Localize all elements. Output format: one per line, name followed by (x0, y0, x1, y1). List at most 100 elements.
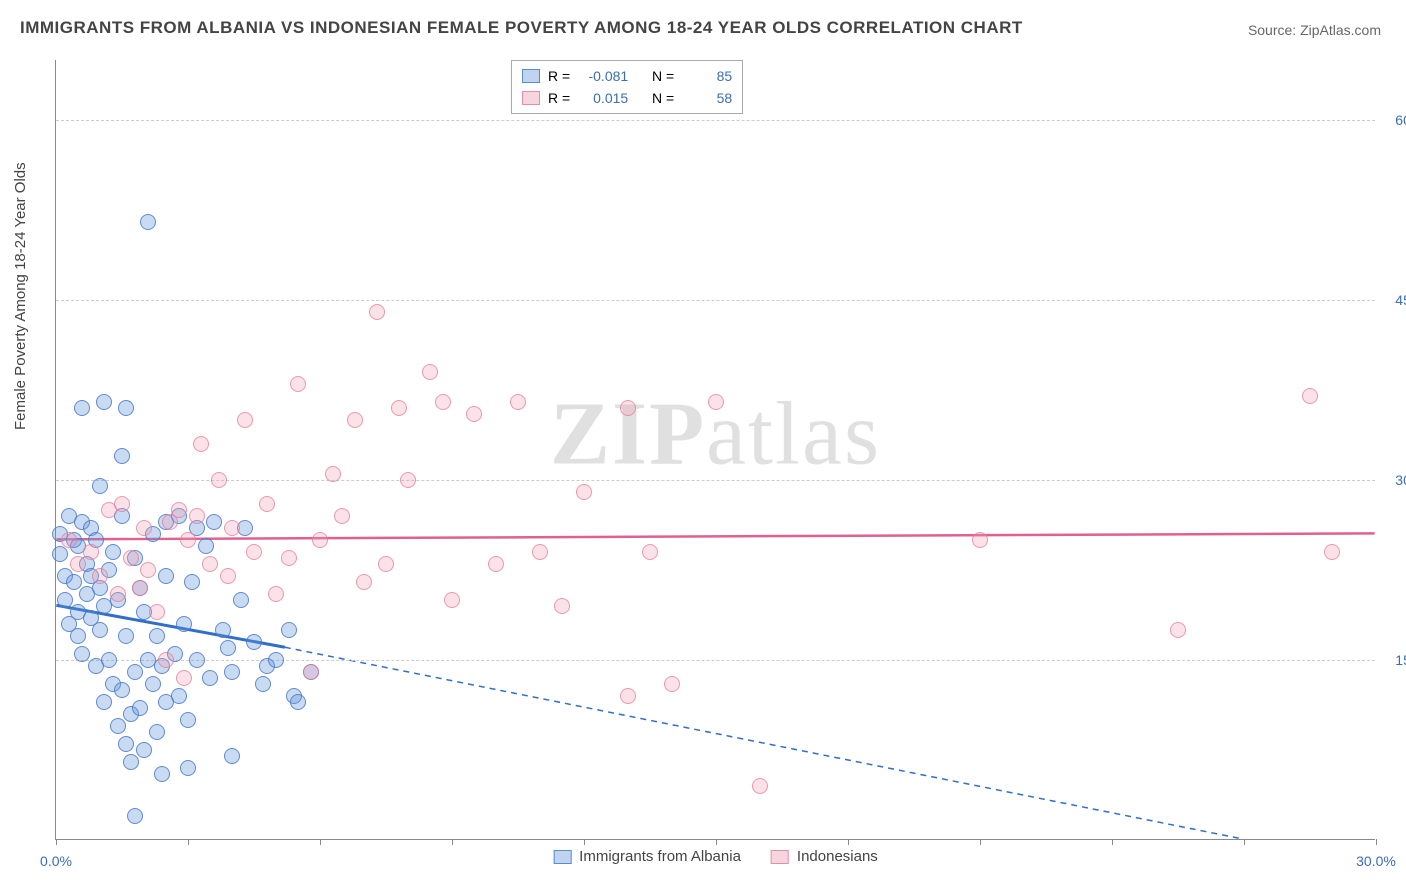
scatter-point (400, 472, 416, 488)
scatter-point (118, 628, 134, 644)
scatter-point (211, 472, 227, 488)
scatter-point (224, 748, 240, 764)
scatter-point (83, 544, 99, 560)
r-prefix: R = (548, 87, 570, 109)
legend-row-albania: R = -0.081 N = 85 (522, 65, 732, 87)
y-axis-label: Female Poverty Among 18-24 Year Olds (12, 162, 29, 430)
scatter-point (510, 394, 526, 410)
scatter-point (96, 694, 112, 710)
scatter-point (171, 502, 187, 518)
x-tick (584, 839, 585, 845)
scatter-point (132, 700, 148, 716)
scatter-point (61, 532, 77, 548)
scatter-point (281, 622, 297, 638)
scatter-point (312, 532, 328, 548)
scatter-point (66, 574, 82, 590)
scatter-point (202, 670, 218, 686)
scatter-point (334, 508, 350, 524)
scatter-point (255, 676, 271, 692)
y-tick-label: 30.0% (1380, 472, 1406, 488)
scatter-point (180, 532, 196, 548)
scatter-point (118, 400, 134, 416)
scatter-point (193, 436, 209, 452)
scatter-point (466, 406, 482, 422)
scatter-point (281, 550, 297, 566)
scatter-point (268, 652, 284, 668)
scatter-point (369, 304, 385, 320)
x-tick (1244, 839, 1245, 845)
swatch-albania-icon (522, 69, 540, 83)
scatter-point (176, 670, 192, 686)
swatch-indonesians-icon (771, 850, 789, 864)
scatter-point (664, 676, 680, 692)
chart-title: IMMIGRANTS FROM ALBANIA VS INDONESIAN FE… (20, 18, 1023, 38)
scatter-point (620, 688, 636, 704)
x-tick (1376, 839, 1377, 845)
scatter-point (171, 688, 187, 704)
scatter-point (123, 754, 139, 770)
scatter-point (184, 574, 200, 590)
n-prefix: N = (652, 87, 674, 109)
scatter-point (158, 652, 174, 668)
x-tick (452, 839, 453, 845)
swatch-albania-icon (553, 850, 571, 864)
scatter-point (140, 562, 156, 578)
scatter-point (176, 616, 192, 632)
scatter-point (92, 478, 108, 494)
gridline (56, 660, 1375, 661)
chart-plot-area: ZIPatlas R = -0.081 N = 85 R = 0.015 N =… (55, 60, 1375, 840)
scatter-point (378, 556, 394, 572)
r-value-indonesians: 0.015 (578, 87, 628, 109)
scatter-point (220, 640, 236, 656)
scatter-point (1324, 544, 1340, 560)
scatter-point (74, 646, 90, 662)
swatch-indonesians-icon (522, 91, 540, 105)
y-tick-label: 15.0% (1380, 652, 1406, 668)
scatter-point (435, 394, 451, 410)
scatter-point (554, 598, 570, 614)
scatter-point (110, 586, 126, 602)
scatter-point (752, 778, 768, 794)
scatter-point (1170, 622, 1186, 638)
scatter-point (180, 760, 196, 776)
source-label: Source: ZipAtlas.com (1248, 22, 1381, 38)
x-tick (320, 839, 321, 845)
scatter-point (180, 712, 196, 728)
scatter-point (114, 448, 130, 464)
scatter-point (105, 544, 121, 560)
scatter-point (114, 496, 130, 512)
scatter-point (127, 808, 143, 824)
scatter-point (189, 652, 205, 668)
scatter-point (356, 574, 372, 590)
scatter-point (70, 556, 86, 572)
legend-item-albania: Immigrants from Albania (553, 848, 741, 865)
scatter-point (202, 556, 218, 572)
x-tick (1112, 839, 1113, 845)
scatter-point (52, 546, 68, 562)
legend-label-albania: Immigrants from Albania (579, 848, 741, 865)
scatter-point (132, 580, 148, 596)
y-tick-label: 45.0% (1380, 292, 1406, 308)
scatter-point (488, 556, 504, 572)
legend-row-indonesians: R = 0.015 N = 58 (522, 87, 732, 109)
watermark-light: atlas (706, 384, 881, 483)
legend-item-indonesians: Indonesians (771, 848, 878, 865)
scatter-point (158, 568, 174, 584)
scatter-point (1302, 388, 1318, 404)
x-tick-label: 30.0% (1356, 853, 1396, 869)
scatter-point (237, 412, 253, 428)
scatter-point (127, 664, 143, 680)
scatter-point (972, 532, 988, 548)
scatter-point (290, 376, 306, 392)
scatter-point (422, 364, 438, 380)
scatter-point (347, 412, 363, 428)
legend-label-indonesians: Indonesians (797, 848, 878, 865)
scatter-point (154, 766, 170, 782)
x-tick (188, 839, 189, 845)
scatter-point (149, 724, 165, 740)
scatter-point (246, 634, 262, 650)
scatter-point (532, 544, 548, 560)
gridline (56, 480, 1375, 481)
scatter-point (136, 742, 152, 758)
scatter-point (92, 568, 108, 584)
